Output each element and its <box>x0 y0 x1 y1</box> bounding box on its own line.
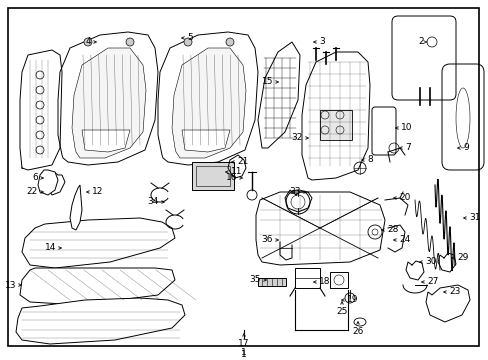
Polygon shape <box>182 130 229 152</box>
Polygon shape <box>20 268 175 305</box>
Text: 32: 32 <box>291 134 303 143</box>
Text: 5: 5 <box>186 33 192 42</box>
Text: 13: 13 <box>4 280 16 289</box>
Text: 26: 26 <box>351 327 363 336</box>
Text: 14: 14 <box>44 243 56 252</box>
Text: 8: 8 <box>366 156 372 165</box>
Text: 36: 36 <box>261 235 272 244</box>
Text: 15: 15 <box>261 77 272 86</box>
Text: 1: 1 <box>241 348 246 357</box>
Bar <box>258 278 285 286</box>
Text: 27: 27 <box>426 278 437 287</box>
Polygon shape <box>22 218 175 268</box>
Text: 33: 33 <box>289 188 301 197</box>
Bar <box>196 166 229 186</box>
Text: 23: 23 <box>448 288 459 297</box>
Polygon shape <box>172 48 245 158</box>
Text: 24: 24 <box>398 235 409 244</box>
Polygon shape <box>302 52 369 180</box>
Text: 4: 4 <box>85 37 91 46</box>
Text: 10: 10 <box>400 123 412 132</box>
Circle shape <box>84 38 92 46</box>
Circle shape <box>126 38 134 46</box>
Text: 22: 22 <box>27 188 38 197</box>
Text: 19: 19 <box>346 296 358 305</box>
Text: 6: 6 <box>32 174 38 183</box>
Text: 2: 2 <box>418 37 423 46</box>
Text: 35: 35 <box>249 275 261 284</box>
Circle shape <box>183 38 192 46</box>
Bar <box>329 272 347 288</box>
Text: 7: 7 <box>404 144 410 153</box>
Text: 1: 1 <box>241 350 246 359</box>
Text: 31: 31 <box>468 213 480 222</box>
Bar <box>192 162 234 190</box>
Text: 30: 30 <box>424 257 436 266</box>
Polygon shape <box>16 298 184 344</box>
Text: 3: 3 <box>318 37 324 46</box>
Polygon shape <box>258 42 299 148</box>
Text: 16: 16 <box>225 174 237 183</box>
Bar <box>319 110 351 140</box>
Polygon shape <box>256 192 384 265</box>
Text: 29: 29 <box>456 253 468 262</box>
Text: 20: 20 <box>398 194 409 202</box>
Text: 21: 21 <box>237 158 248 166</box>
Polygon shape <box>72 48 146 158</box>
Text: 25: 25 <box>336 307 347 316</box>
Text: 28: 28 <box>386 225 398 234</box>
Polygon shape <box>82 130 130 152</box>
Polygon shape <box>38 170 58 195</box>
Text: 11: 11 <box>230 167 242 176</box>
Text: 9: 9 <box>462 144 468 153</box>
Text: 17: 17 <box>238 339 249 348</box>
Bar <box>294 268 319 288</box>
Text: 34: 34 <box>147 198 159 207</box>
Polygon shape <box>70 185 82 230</box>
Polygon shape <box>48 172 65 195</box>
Polygon shape <box>58 32 158 165</box>
Text: 12: 12 <box>92 188 103 197</box>
Polygon shape <box>158 32 258 165</box>
Text: 18: 18 <box>318 278 330 287</box>
Circle shape <box>225 38 234 46</box>
Polygon shape <box>425 285 469 322</box>
